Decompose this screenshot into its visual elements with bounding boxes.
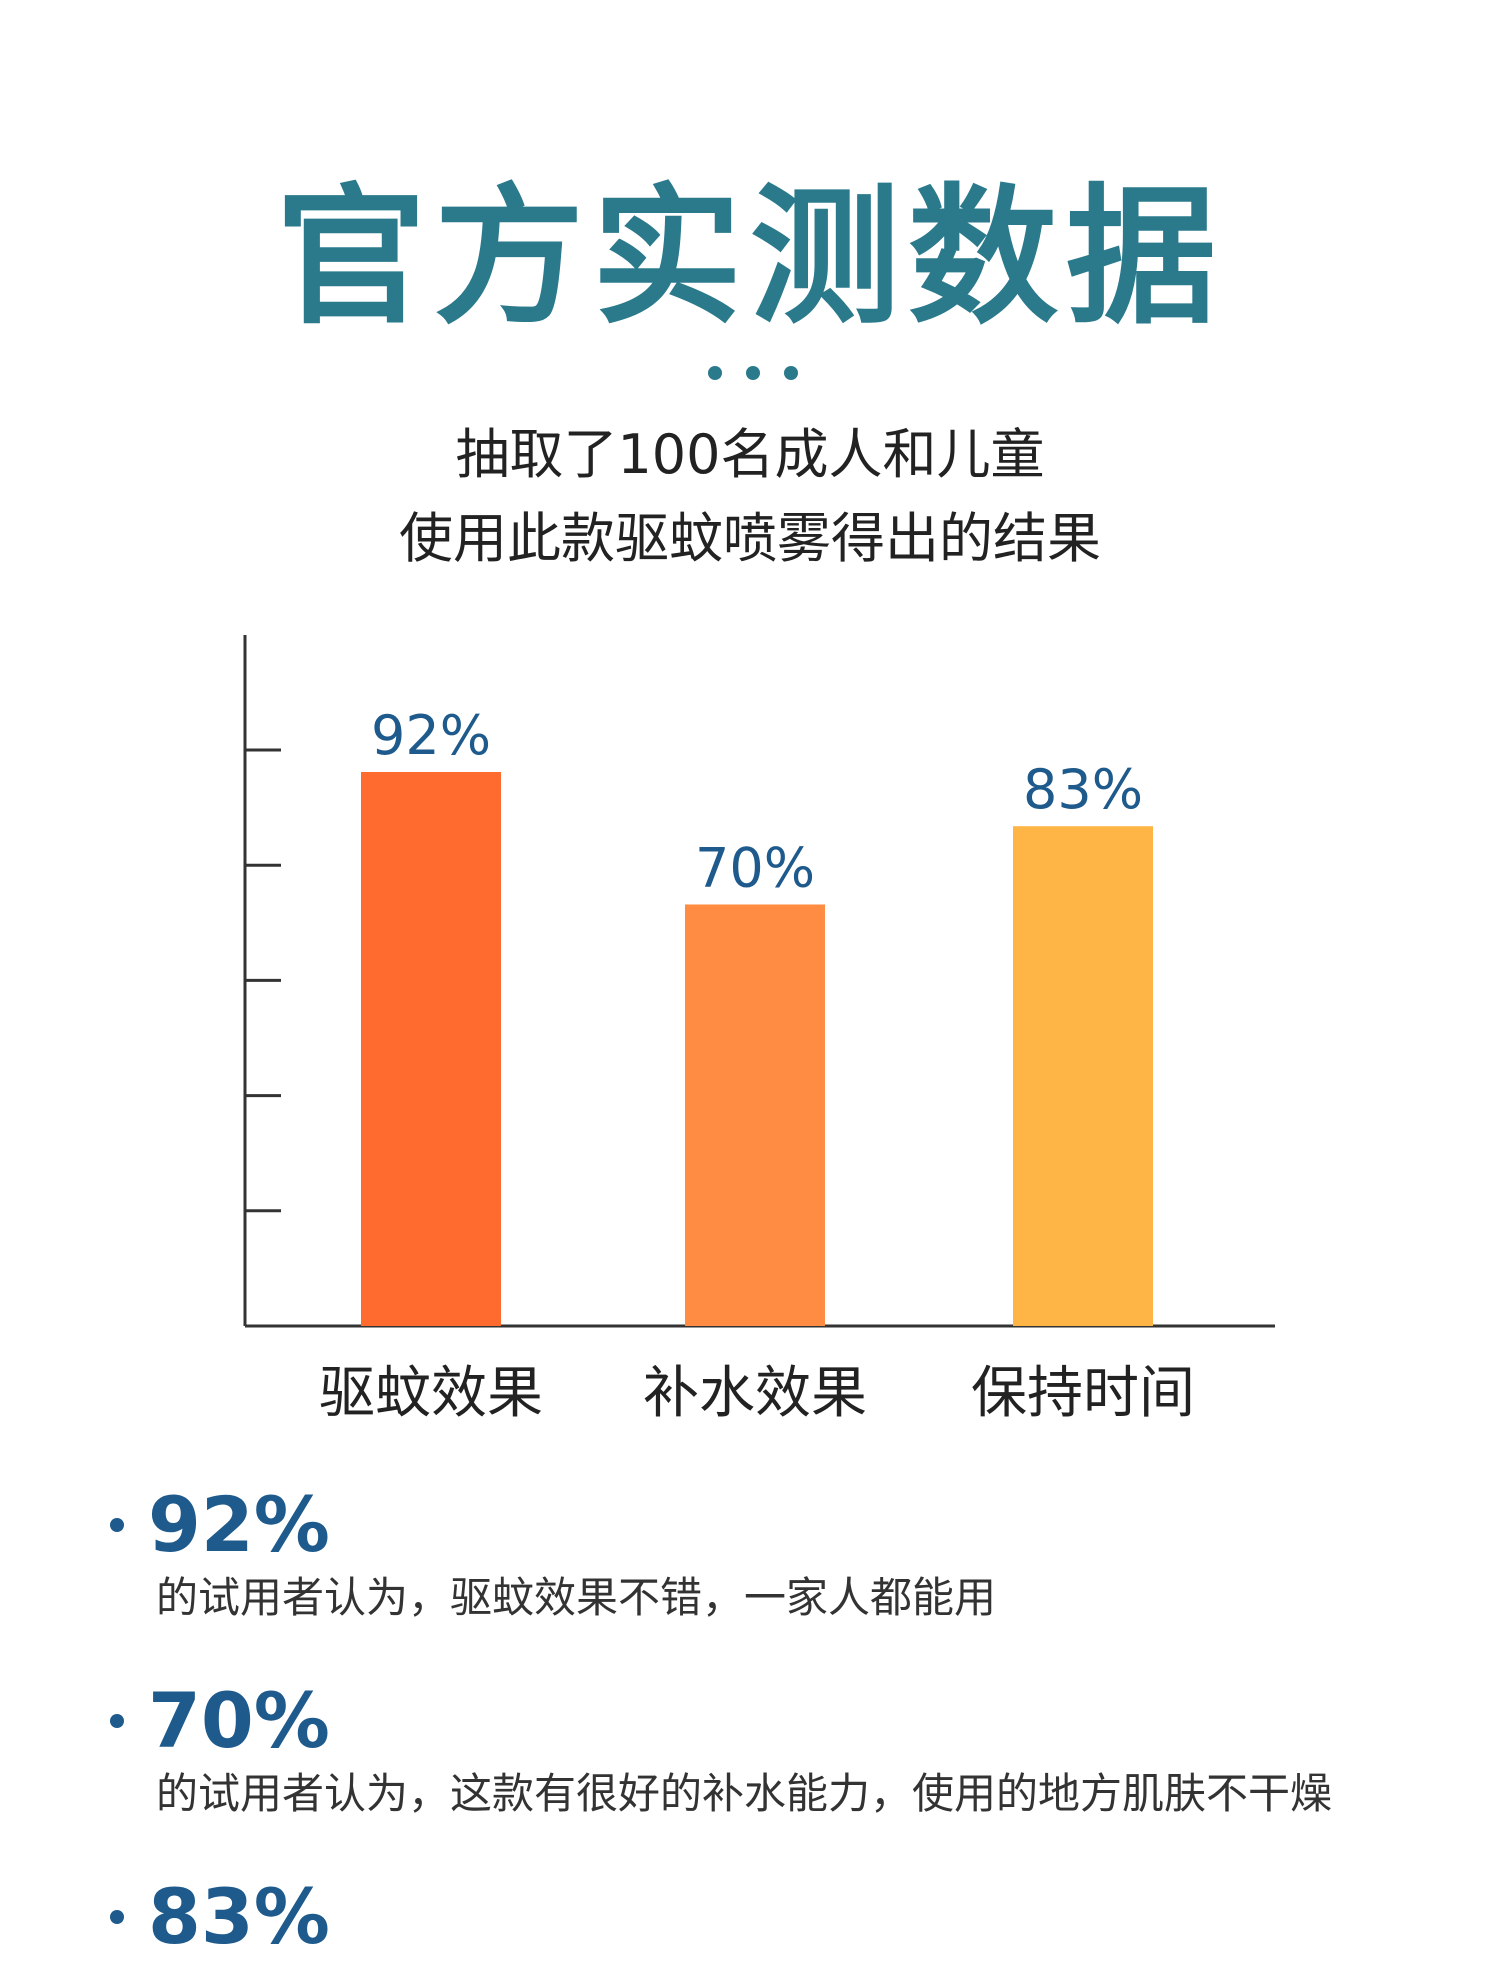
- bullet-icon: [110, 1518, 124, 1532]
- page-title: 官方实测数据: [275, 171, 1224, 345]
- x-tick-label: 补水效果: [643, 1361, 867, 1426]
- subtitle-line-2: 使用此款驱蚊喷雾得出的结果: [399, 507, 1101, 570]
- summary-text: 的试用者认为，这款有很好的补水能力，使用的地方肌肤不干燥: [156, 1769, 1333, 1818]
- bar-3: [1013, 826, 1153, 1326]
- subtitle-line-1: 抽取了100名成人和儿童: [455, 423, 1045, 486]
- bar-value-label: 70%: [695, 836, 815, 899]
- summary-item: 70% 的试用者认为，这款有很好的补水能力，使用的地方肌肤不干燥: [110, 1676, 1332, 1822]
- summary-percent-value: 70%: [148, 1676, 330, 1765]
- summary-percent: 83%: [110, 1872, 330, 1962]
- bar-1: [361, 772, 501, 1326]
- summary-item: 83%: [110, 1872, 330, 1962]
- bar-value-label: 92%: [371, 704, 491, 767]
- divider-dot: [784, 366, 798, 380]
- summary-percent-value: 92%: [148, 1480, 330, 1569]
- summary-percent: 92%: [110, 1480, 996, 1570]
- x-tick-label: 驱蚊效果: [319, 1361, 543, 1426]
- bar-chart: 92% 驱蚊效果 70% 补水效果 83% 保持时间: [243, 635, 1275, 1426]
- summary-percent-value: 83%: [148, 1872, 330, 1961]
- bar-2: [685, 904, 825, 1326]
- divider-dot: [708, 366, 722, 380]
- x-tick-label: 保持时间: [971, 1361, 1195, 1426]
- bullet-icon: [110, 1714, 124, 1728]
- bullet-icon: [110, 1910, 124, 1924]
- summary-percent: 70%: [110, 1676, 1332, 1766]
- bar-value-label: 83%: [1023, 758, 1143, 821]
- title-divider-dots: [708, 366, 798, 382]
- summary-text: 的试用者认为，驱蚊效果不错，一家人都能用: [156, 1573, 997, 1622]
- summary-item: 92% 的试用者认为，驱蚊效果不错，一家人都能用: [110, 1480, 996, 1626]
- divider-dot: [746, 366, 760, 380]
